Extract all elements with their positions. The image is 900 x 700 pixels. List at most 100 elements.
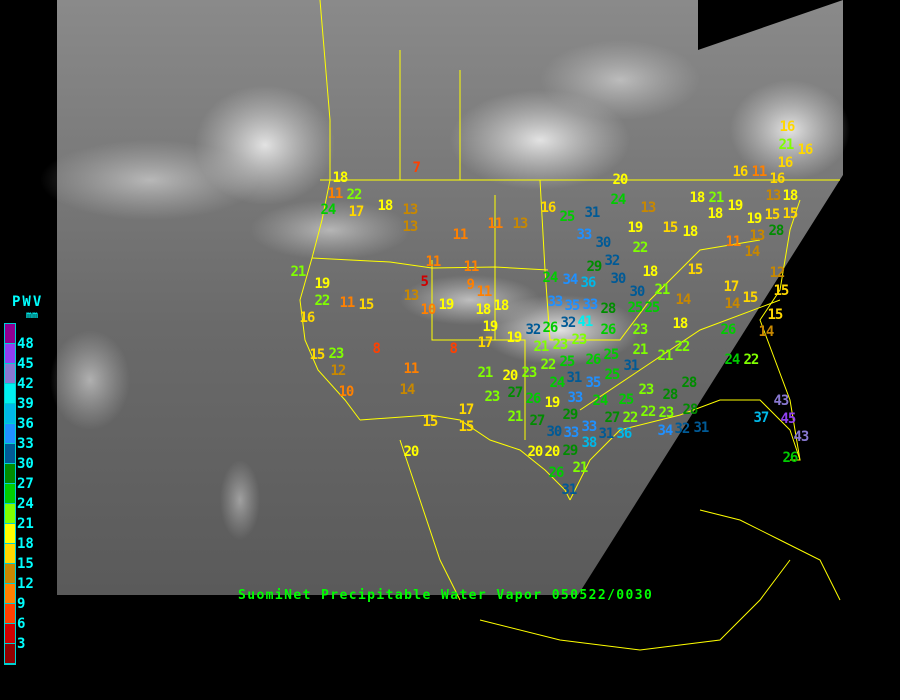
legend-tick: 15 xyxy=(17,556,34,572)
station-pwv-value: 20 xyxy=(544,444,561,460)
station-pwv-value: 25 xyxy=(604,367,621,383)
station-pwv-value: 33 xyxy=(576,227,593,243)
station-pwv-value: 23 xyxy=(521,365,538,381)
legend-swatch xyxy=(5,404,15,424)
station-pwv-value: 22 xyxy=(540,357,557,373)
station-pwv-value: 24 xyxy=(542,270,559,286)
station-pwv-value: 22 xyxy=(314,293,331,309)
legend-tick: 21 xyxy=(17,516,34,532)
legend-swatch xyxy=(5,364,15,384)
station-pwv-value: 14 xyxy=(724,296,741,312)
station-pwv-value: 23 xyxy=(638,382,655,398)
station-pwv-value: 18 xyxy=(493,298,510,314)
station-pwv-value: 16 xyxy=(777,155,794,171)
station-pwv-value: 10 xyxy=(420,302,437,318)
station-pwv-value: 30 xyxy=(546,424,563,440)
legend-tick: 18 xyxy=(17,536,34,552)
legend-tick: 33 xyxy=(17,436,34,452)
station-pwv-value: 26 xyxy=(542,320,559,336)
station-pwv-value: 26 xyxy=(585,352,602,368)
station-pwv-value: 11 xyxy=(725,234,742,250)
station-pwv-value: 28 xyxy=(662,387,679,403)
legend-swatch xyxy=(5,344,15,364)
station-pwv-value: 15 xyxy=(782,206,799,222)
station-pwv-value: 16 xyxy=(540,200,557,216)
station-pwv-value: 20 xyxy=(403,444,420,460)
station-pwv-value: 27 xyxy=(604,410,621,426)
station-pwv-value: 22 xyxy=(674,339,691,355)
station-pwv-value: 23 xyxy=(552,337,569,353)
station-pwv-value: 33 xyxy=(547,294,564,310)
station-pwv-value: 31 xyxy=(566,370,583,386)
station-pwv-value: 45 xyxy=(780,411,797,427)
legend-tick: 45 xyxy=(17,356,34,372)
station-pwv-value: 15 xyxy=(422,414,439,430)
station-pwv-value: 26 xyxy=(600,322,617,338)
station-pwv-value: 35 xyxy=(585,375,602,391)
station-pwv-value: 18 xyxy=(642,264,659,280)
station-pwv-value: 33 xyxy=(567,390,584,406)
station-pwv-value: 9 xyxy=(466,277,476,293)
legend-tick: 48 xyxy=(17,336,34,352)
station-pwv-value: 28 xyxy=(600,301,617,317)
clouds xyxy=(40,40,850,540)
station-pwv-value: 13 xyxy=(402,202,419,218)
station-pwv-value: 21 xyxy=(507,409,524,425)
station-pwv-value: 11 xyxy=(403,361,420,377)
station-pwv-value: 7 xyxy=(412,160,422,176)
station-pwv-value: 13 xyxy=(403,288,420,304)
station-pwv-value: 25 xyxy=(603,347,620,363)
station-pwv-value: 19 xyxy=(627,220,644,236)
station-pwv-value: 26 xyxy=(720,322,737,338)
station-pwv-value: 28 xyxy=(681,375,698,391)
station-pwv-value: 30 xyxy=(610,271,627,287)
station-pwv-value: 23 xyxy=(571,332,588,348)
station-pwv-value: 16 xyxy=(299,310,316,326)
station-pwv-value: 30 xyxy=(595,235,612,251)
station-pwv-value: 11 xyxy=(339,295,356,311)
station-pwv-value: 24 xyxy=(592,393,609,409)
station-pwv-value: 15 xyxy=(358,297,375,313)
station-pwv-value: 21 xyxy=(632,342,649,358)
station-pwv-value: 29 xyxy=(562,407,579,423)
station-pwv-value: 19 xyxy=(544,395,561,411)
station-pwv-value: 19 xyxy=(746,211,763,227)
station-pwv-value: 15 xyxy=(742,290,759,306)
station-pwv-value: 14 xyxy=(399,382,416,398)
station-pwv-value: 15 xyxy=(309,347,326,363)
station-pwv-value: 21 xyxy=(572,460,589,476)
legend-swatch xyxy=(5,504,15,524)
station-pwv-value: 22 xyxy=(640,404,657,420)
station-pwv-value: 34 xyxy=(562,272,579,288)
station-pwv-value: 21 xyxy=(290,264,307,280)
station-pwv-value: 17 xyxy=(723,279,740,295)
station-pwv-value: 24 xyxy=(549,375,566,391)
station-pwv-value: 11 xyxy=(751,164,768,180)
station-pwv-value: 26 xyxy=(548,465,565,481)
legend-swatch xyxy=(5,484,15,504)
map-title: SuomiNet Precipitable Water Vapor 050522… xyxy=(238,588,654,603)
station-pwv-value: 22 xyxy=(743,352,760,368)
station-pwv-value: 31 xyxy=(623,358,640,374)
station-pwv-value: 16 xyxy=(732,164,749,180)
station-pwv-value: 20 xyxy=(502,368,519,384)
station-pwv-value: 37 xyxy=(753,410,770,426)
station-pwv-value: 23 xyxy=(484,389,501,405)
station-pwv-value: 36 xyxy=(616,426,633,442)
legend-tick: 27 xyxy=(17,476,34,492)
station-pwv-value: 25 xyxy=(627,300,644,316)
station-pwv-value: 23 xyxy=(658,405,675,421)
legend-tick: 9 xyxy=(17,596,26,612)
station-pwv-value: 25 xyxy=(644,300,661,316)
borders xyxy=(299,0,841,651)
legend-swatch xyxy=(5,584,15,604)
station-pwv-value: 13 xyxy=(402,219,419,235)
legend-swatch xyxy=(5,644,15,664)
station-pwv-value: 26 xyxy=(525,391,542,407)
station-pwv-value: 19 xyxy=(314,276,331,292)
station-pwv-value: 8 xyxy=(372,341,382,357)
legend-swatch xyxy=(5,564,15,584)
station-pwv-value: 23 xyxy=(328,346,345,362)
station-pwv-value: 36 xyxy=(580,275,597,291)
